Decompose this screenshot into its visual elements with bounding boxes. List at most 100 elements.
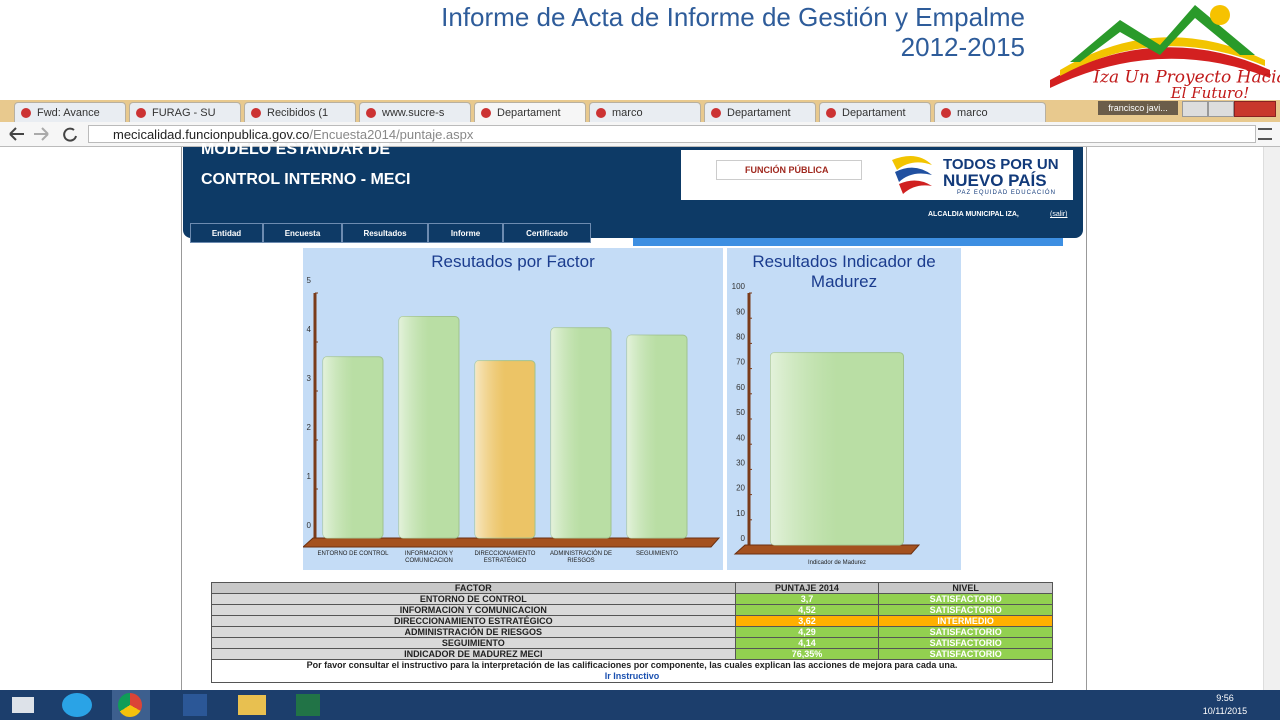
y-tick-label: 5 — [307, 276, 312, 285]
title-line: Informe de Acta de Informe de Gestión y … — [441, 2, 1025, 32]
header-cell: PUNTAJE 2014 — [734, 582, 880, 594]
tab[interactable]: Departament — [704, 102, 816, 122]
logo-arc — [1060, 37, 1265, 76]
y-tick-label: 0 — [741, 534, 746, 543]
word-icon[interactable] — [183, 694, 207, 716]
chart-panel: Resultados Indicador de Madurez 0 10 20 30 4… — [727, 248, 961, 570]
close-button[interactable] — [1234, 101, 1276, 117]
table-row: INDICADOR DE MADUREZ MECI 76,35% SATISFACT… — [211, 648, 1053, 660]
address-bar[interactable]: mecicalidad.funcionpublica.gov.co/Encues… — [88, 125, 1256, 143]
x-tick-label: DIRECCIONAMIENTO ESTRATÉGICO — [474, 551, 536, 564]
start-button[interactable] — [12, 697, 34, 713]
bar-shine — [323, 356, 383, 538]
y-tick-label: 70 — [736, 358, 745, 367]
reload-button[interactable] — [63, 127, 77, 142]
maximize-button[interactable] — [1208, 101, 1234, 117]
table-cell: SATISFACTORIO — [878, 593, 1053, 605]
flag-swoosh — [892, 156, 932, 194]
logo-line: TODOS POR UN — [943, 156, 1059, 173]
excel-icon[interactable] — [296, 694, 320, 716]
note: Por favor consultar el instructivo para … — [306, 660, 958, 670]
tab[interactable]: FURAG - SU — [129, 102, 241, 122]
logo: Iza Un Proyecto Hacia El Futuro! — [1050, 5, 1280, 100]
note-row: Por favor consultar el instructivo para … — [211, 659, 1053, 683]
logo-sun — [1210, 5, 1230, 25]
table-row: DIRECCIONAMIENTO ESTRATÉGICO 3,62 INTERMED… — [211, 615, 1053, 627]
explorer-icon[interactable] — [238, 695, 266, 715]
url-path: /Encuesta2014/puntaje.aspx — [309, 127, 474, 142]
y-tick-label: 3 — [307, 374, 312, 383]
tab-icon — [366, 108, 376, 118]
title-line: 2012-2015 — [900, 32, 1025, 62]
slide-title: Informe de Acta de Informe de Gestión y … — [300, 2, 1025, 62]
tab[interactable]: Departament — [474, 102, 586, 122]
y-tick-label: 20 — [736, 484, 745, 493]
floor — [303, 537, 721, 548]
tab-title: FURAG - SU — [152, 107, 216, 119]
tab-title: Recibidos (1 — [267, 107, 329, 119]
tab-title: Departament — [497, 107, 561, 119]
chrome-icon[interactable] — [118, 693, 142, 717]
clock[interactable]: 9:56 10/11/2015 — [1190, 692, 1260, 718]
x-tick-label: ENTORNO DE CONTROL — [317, 551, 389, 557]
tab[interactable]: Departament — [819, 102, 931, 122]
menu-button[interactable] — [1258, 128, 1272, 140]
table-row: ADMINISTRACIÓN DE RIESGOS 4,29 SATISFACTOR… — [211, 626, 1053, 638]
scrollbar[interactable] — [1263, 147, 1280, 690]
y-tick-label: 60 — [736, 383, 745, 392]
plot: 0 10 20 30 40 50 60 70 80 90 100 — [732, 282, 921, 555]
nav-item[interactable]: Informe — [428, 223, 503, 243]
nav-item[interactable]: Encuesta — [263, 223, 342, 243]
table-cell: SATISFACTORIO — [878, 626, 1053, 638]
table-cell: INDICADOR DE MADUREZ MECI — [211, 648, 736, 660]
tab[interactable]: Recibidos (1 — [244, 102, 356, 122]
bar-shine — [475, 360, 535, 538]
nav-item[interactable]: Certificado — [503, 223, 591, 243]
y-tick-label: 80 — [736, 333, 745, 342]
y-tick-label: 2 — [307, 423, 312, 432]
funcion-publica-logo: FUNCIÓN PÚBLICA — [716, 160, 862, 180]
table-cell: 3,62 — [734, 615, 880, 627]
ie-icon[interactable] — [62, 693, 92, 717]
x-tick-label: SEGUIMIENTO — [636, 551, 678, 557]
table-cell: 4,52 — [734, 604, 880, 616]
instructivo-link[interactable]: Ir Instructivo — [604, 671, 660, 681]
logo-line: PAZ EQUIDAD EDUCACIÓN — [957, 190, 1056, 196]
tab-icon — [481, 108, 491, 118]
tab[interactable]: www.sucre-s — [359, 102, 471, 122]
plot: 0 1 2 3 4 5 — [303, 276, 721, 548]
chart-title: Resutados por Factor — [431, 252, 595, 271]
table-cell: ENTORNO DE CONTROL — [211, 593, 736, 605]
nav-item[interactable]: Resultados — [342, 223, 428, 243]
logout-link[interactable]: (salir) — [1050, 211, 1068, 218]
table-cell: SATISFACTORIO — [878, 604, 1053, 616]
header-text: CONTROL INTERNO - MECI — [201, 171, 411, 188]
table-row: ENTORNO DE CONTROL 3,7 SATISFACTORIO — [211, 593, 1053, 605]
back-button[interactable] — [9, 127, 24, 141]
profile-button[interactable]: francisco javi... — [1098, 101, 1178, 115]
table-cell: SATISFACTORIO — [878, 648, 1053, 660]
forward-button[interactable] — [34, 127, 49, 141]
tab-icon — [941, 108, 951, 118]
y-tick-label: 50 — [736, 408, 745, 417]
header-cell: FACTOR — [211, 582, 736, 594]
tab-title: marco — [957, 107, 988, 119]
tab[interactable]: marco — [934, 102, 1046, 122]
minimize-button[interactable] — [1182, 101, 1208, 117]
logo-arc — [1050, 47, 1270, 88]
note-cell: Por favor consultar el instructivo para … — [211, 659, 1053, 683]
tab-icon — [711, 108, 721, 118]
tab-title: www.sucre-s — [382, 107, 445, 119]
tab-icon — [596, 108, 606, 118]
header-text: MODELO ESTANDAR DE — [201, 141, 391, 158]
table-cell: 4,14 — [734, 637, 880, 649]
logo-line: NUEVO PAÍS — [943, 171, 1047, 190]
page-frame — [181, 147, 1087, 690]
tab[interactable]: Fwd: Avance — [14, 102, 126, 122]
tab[interactable]: marco — [589, 102, 701, 122]
nav-item[interactable]: Entidad — [190, 223, 263, 243]
blue-bar — [633, 238, 1063, 246]
logo-mountain — [1070, 5, 1255, 62]
bar-shine — [627, 335, 687, 538]
